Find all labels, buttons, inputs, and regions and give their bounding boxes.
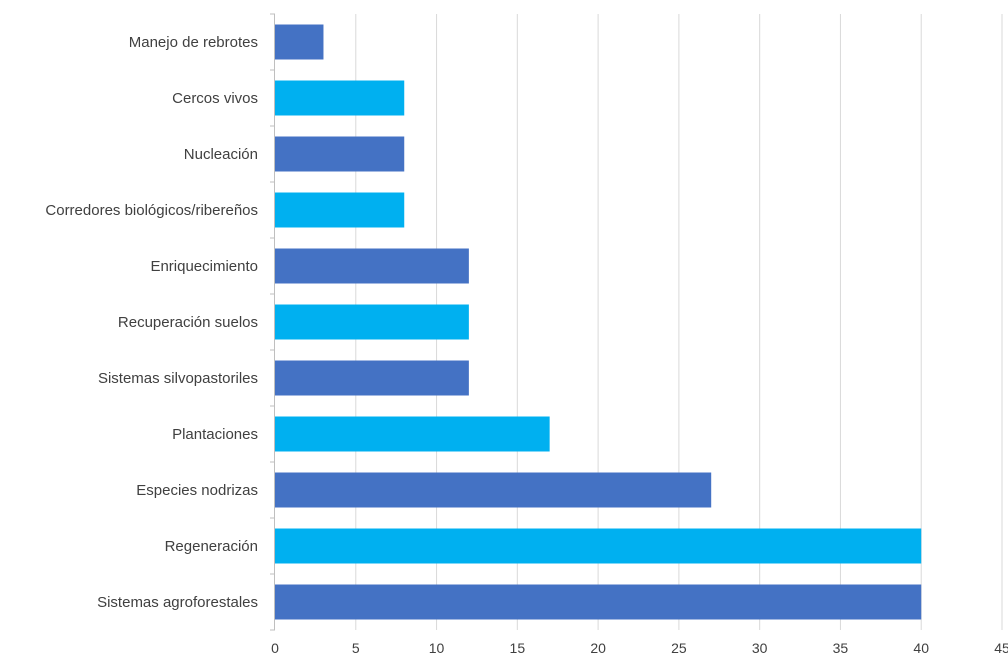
bar-8 [275,416,550,452]
tick-label-35: 35 [833,640,849,654]
bar-3 [275,136,405,172]
category-label: Manejo de rebrotes [129,34,258,51]
bar-6 [275,304,469,340]
category-label: Especies nodrizas [136,482,258,499]
tick-label-25: 25 [671,640,687,654]
bars [275,24,922,620]
category-label: Recuperación suelos [118,314,258,331]
bar-7 [275,360,469,396]
tick-label-5: 5 [352,640,360,654]
bar-1 [275,24,324,60]
tick-label-15: 15 [510,640,526,654]
bar-5 [275,248,469,284]
tick-label-40: 40 [913,640,929,654]
category-labels: Manejo de rebrotes Cercos vivos Nucleación… [45,34,258,611]
value-tick-labels: 0 5 10 15 20 25 30 35 40 45 [271,640,1008,654]
category-label: Enriquecimiento [150,258,258,275]
category-label: Sistemas silvopastoriles [98,370,258,387]
category-label: Nucleación [184,146,258,163]
bar-9 [275,472,712,508]
bar-4 [275,192,405,228]
tick-label-45: 45 [994,640,1008,654]
tick-label-30: 30 [752,640,768,654]
bar-2 [275,80,405,116]
bar-10 [275,528,922,564]
category-label: Corredores biológicos/ribereños [45,202,258,219]
tick-label-20: 20 [590,640,606,654]
grid-lines [355,14,1003,630]
category-label: Cercos vivos [172,90,258,107]
category-label: Plantaciones [172,426,258,443]
tick-label-10: 10 [429,640,445,654]
tick-label-0: 0 [271,640,279,654]
bar-11 [275,584,922,620]
category-label: Regeneración [165,538,258,555]
category-axis [270,13,275,631]
category-label: Sistemas agroforestales [97,594,258,611]
